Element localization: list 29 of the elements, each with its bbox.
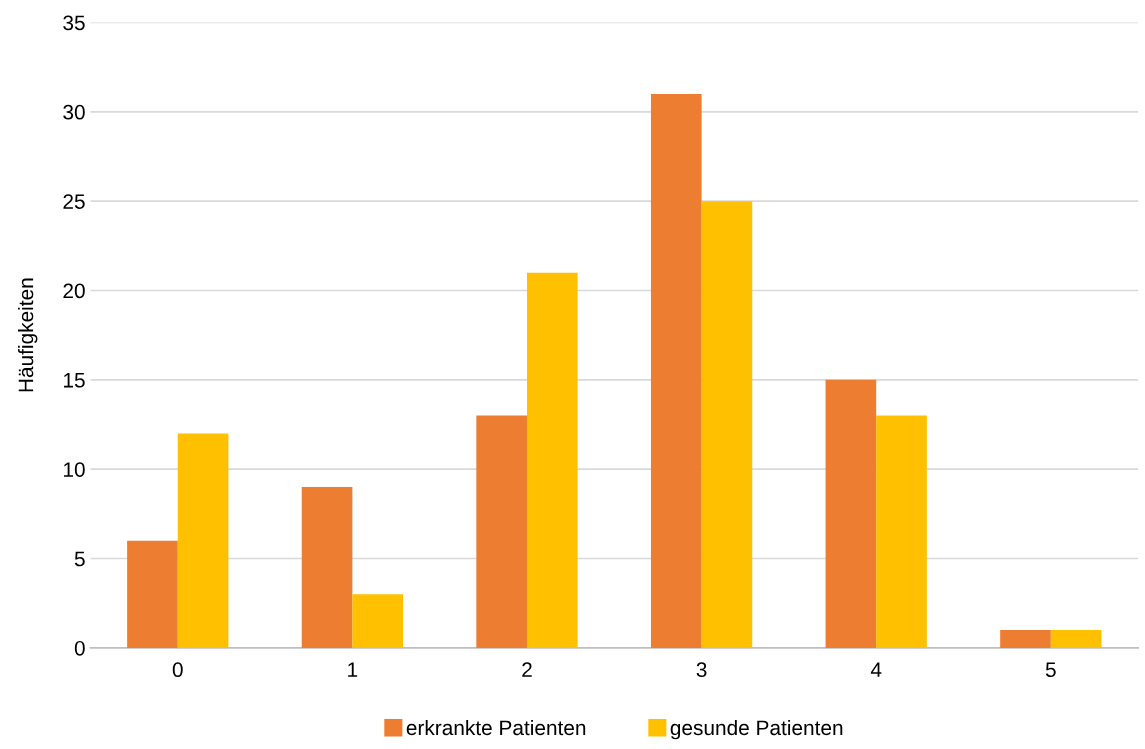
bar <box>352 594 404 648</box>
bar <box>650 93 702 648</box>
legend-label: gesunde Patienten <box>670 719 843 740</box>
x-tick-label: 1 <box>348 662 358 677</box>
x-tick-label: 5 <box>1045 662 1056 678</box>
y-tick-label: 0 <box>74 640 85 656</box>
y-tick-label: 15 <box>64 373 85 388</box>
y-tick-label: 20 <box>63 283 85 299</box>
x-tick-label: 0 <box>172 662 183 678</box>
bar <box>876 415 927 648</box>
bar <box>1050 630 1102 648</box>
legend-label: erkrankte Patienten <box>406 719 586 736</box>
x-tick-label: 3 <box>696 662 707 678</box>
y-tick-label: 25 <box>63 194 85 209</box>
y-tick-label: 10 <box>64 462 85 477</box>
x-tick-label: 2 <box>522 662 532 677</box>
x-tick-label: 4 <box>870 662 882 677</box>
y-tick-label: 5 <box>74 551 85 567</box>
bar <box>825 379 877 648</box>
bar <box>526 272 578 648</box>
bar <box>301 487 353 648</box>
y-axis-title: Häufigkeiten <box>18 278 38 392</box>
bar <box>1000 630 1051 648</box>
bar <box>177 433 229 648</box>
bar <box>476 415 527 648</box>
bar <box>701 201 753 648</box>
bar <box>127 540 178 648</box>
y-tick-label: 30 <box>63 104 85 120</box>
y-tick-label: 35 <box>63 15 85 31</box>
